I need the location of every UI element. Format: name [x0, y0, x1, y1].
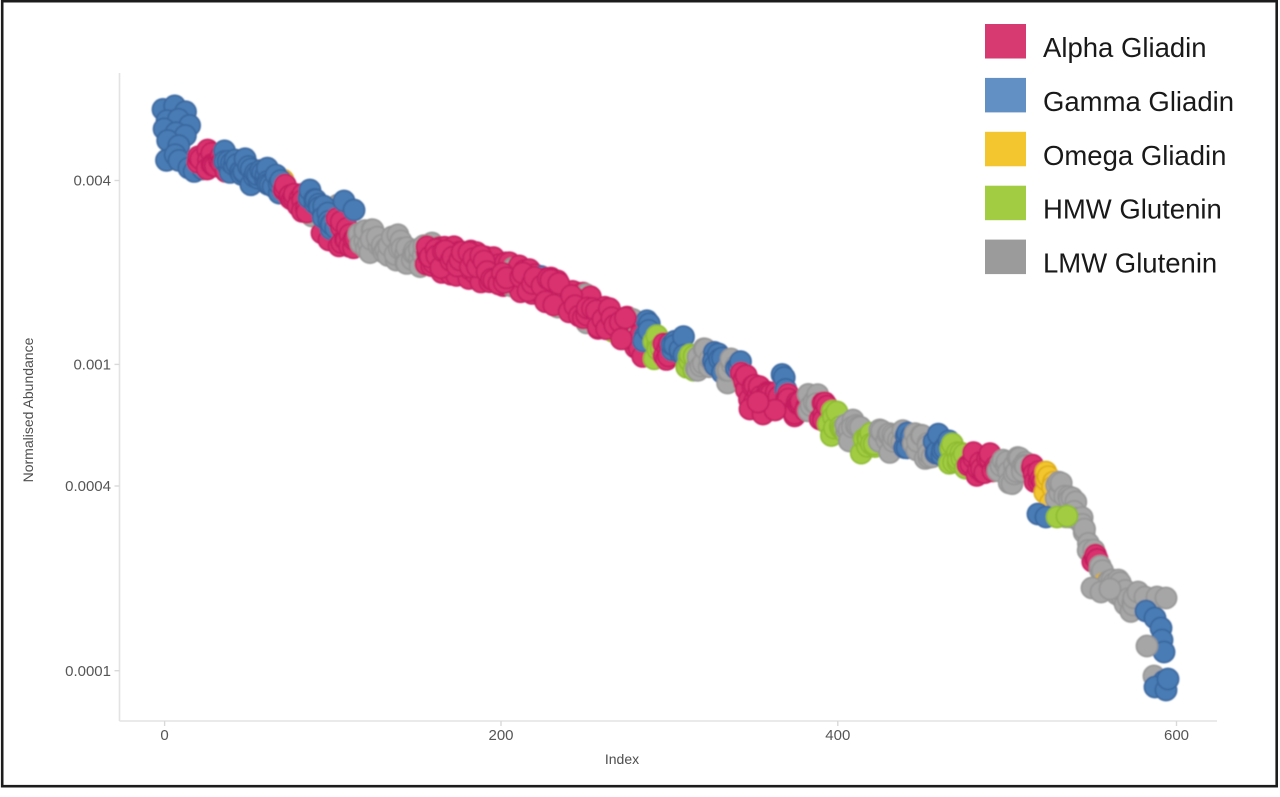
svg-text:400: 400 [825, 727, 850, 744]
svg-text:0.001: 0.001 [73, 357, 111, 374]
svg-text:LMW Glutenin: LMW Glutenin [1043, 248, 1217, 279]
svg-text:HMW Glutenin: HMW Glutenin [1043, 194, 1222, 225]
svg-text:Normalised Abundance: Normalised Abundance [20, 337, 36, 482]
svg-text:600: 600 [1164, 727, 1189, 744]
svg-text:0: 0 [160, 727, 168, 744]
svg-text:Gamma Gliadin: Gamma Gliadin [1043, 86, 1234, 117]
svg-text:Index: Index [605, 751, 639, 767]
svg-text:0.0001: 0.0001 [65, 663, 111, 680]
svg-text:0.0004: 0.0004 [65, 478, 111, 495]
svg-text:200: 200 [488, 727, 513, 744]
svg-text:0.004: 0.004 [73, 173, 111, 190]
svg-text:Alpha Gliadin: Alpha Gliadin [1043, 32, 1207, 63]
svg-text:Omega Gliadin: Omega Gliadin [1043, 140, 1226, 171]
